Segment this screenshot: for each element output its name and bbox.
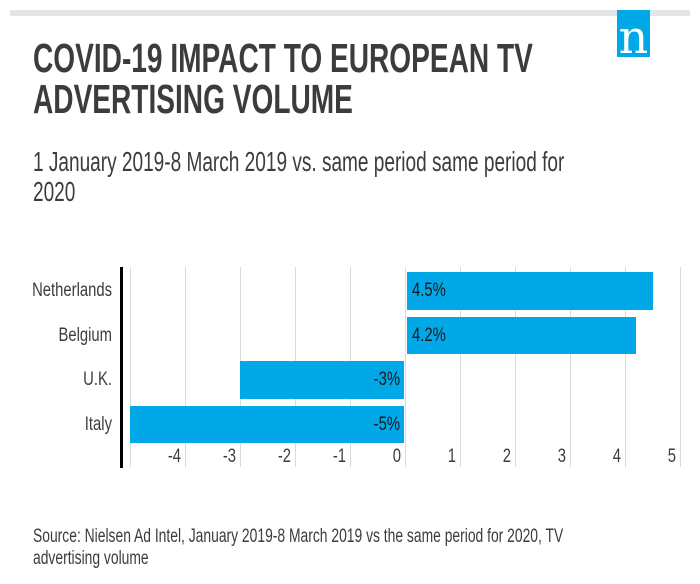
x-gridline-5 bbox=[680, 267, 681, 467]
nielsen-logo-letter: n bbox=[618, 10, 649, 64]
x-tick-label-4: 4 bbox=[612, 446, 621, 467]
category-label-uk: U.K. bbox=[83, 369, 112, 391]
bar-uk bbox=[240, 361, 404, 399]
x-tick-label--3: -3 bbox=[222, 446, 236, 467]
bar-netherlands bbox=[406, 272, 653, 310]
bar-value-label-netherlands: 4.5% bbox=[412, 280, 446, 302]
x-tick-label-5: 5 bbox=[667, 446, 676, 467]
nielsen-logo: n bbox=[617, 10, 650, 64]
category-label-netherlands: Netherlands bbox=[32, 280, 112, 302]
bar-value-label-italy: -5% bbox=[373, 413, 400, 435]
x-gridline-4 bbox=[625, 267, 626, 467]
x-tick-label--1: -1 bbox=[332, 446, 346, 467]
bar-value-label-belgium: 4.2% bbox=[412, 324, 446, 346]
x-gridline--5 bbox=[130, 267, 131, 467]
source-note: Source: Nielsen Ad Intel, January 2019-8… bbox=[33, 526, 563, 570]
x-tick-label-2: 2 bbox=[502, 446, 511, 467]
bar-value-label-uk: -3% bbox=[373, 369, 400, 391]
chart-subtitle-line-2: 2020 bbox=[33, 176, 76, 207]
x-tick-label--4: -4 bbox=[167, 446, 181, 467]
top-accent-bar bbox=[10, 10, 690, 16]
chart-title: COVID-19 IMPACT TO EUROPEAN TV ADVERTISI… bbox=[33, 38, 533, 120]
bar-italy bbox=[130, 405, 404, 443]
x-gridline-0 bbox=[405, 267, 406, 467]
chart-subtitle: 1 January 2019-8 March 2019 vs. same per… bbox=[33, 147, 564, 207]
x-tick-label-0: 0 bbox=[392, 446, 401, 467]
x-gridline-3 bbox=[570, 267, 571, 467]
x-gridline--4 bbox=[185, 267, 186, 467]
category-label-belgium: Belgium bbox=[58, 324, 112, 346]
x-gridline-2 bbox=[515, 267, 516, 467]
chart-subtitle-line-1: 1 January 2019-8 March 2019 vs. same per… bbox=[33, 146, 565, 177]
x-tick-label-3: 3 bbox=[557, 446, 566, 467]
x-gridline-1 bbox=[460, 267, 461, 467]
x-tick-label-1: 1 bbox=[447, 446, 456, 467]
y-axis-line bbox=[120, 267, 123, 468]
category-label-italy: Italy bbox=[84, 413, 112, 435]
chart-title-line-2: ADVERTISING VOLUME bbox=[33, 76, 353, 122]
bar-belgium bbox=[406, 316, 636, 354]
source-note-line-2: advertising volume bbox=[33, 548, 149, 569]
x-tick-label--2: -2 bbox=[277, 446, 291, 467]
chart-title-line-1: COVID-19 IMPACT TO EUROPEAN TV bbox=[33, 35, 533, 81]
source-note-line-1: Source: Nielsen Ad Intel, January 2019-8… bbox=[33, 526, 564, 547]
